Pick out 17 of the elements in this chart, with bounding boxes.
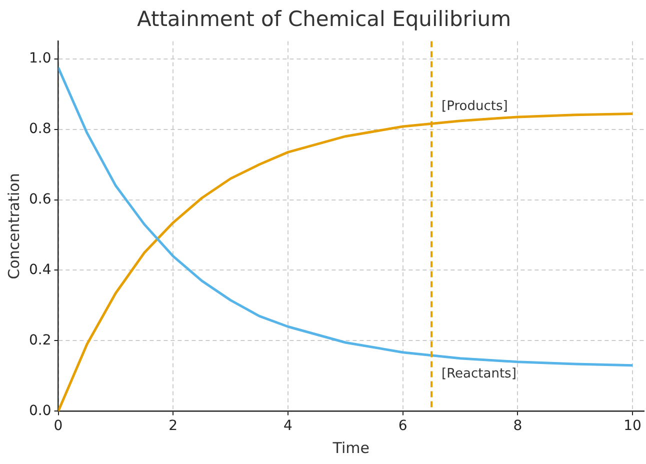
series-label: [Products] <box>442 99 508 114</box>
y-tick-label: 0.2 <box>29 332 52 348</box>
x-axis-title: Time <box>332 438 370 457</box>
x-tick-label: 6 <box>398 418 408 434</box>
y-tick-label: 1.0 <box>29 50 52 66</box>
x-tick-label: 8 <box>513 418 522 434</box>
y-tick-label: 0.0 <box>29 402 52 419</box>
x-tick-label: 2 <box>168 418 178 434</box>
chart-title: Attainment of Chemical Equilibrium <box>136 7 512 32</box>
y-axis-title: Concentration <box>4 173 23 280</box>
x-tick-label: 0 <box>54 418 63 434</box>
y-tick-label: 0.8 <box>29 120 52 137</box>
y-tick-label: 0.4 <box>29 262 52 278</box>
x-tick-label: 4 <box>284 418 293 434</box>
series-label: [Reactants] <box>442 366 516 382</box>
y-tick-label: 0.6 <box>29 191 52 208</box>
x-tick-label: 10 <box>624 418 642 434</box>
